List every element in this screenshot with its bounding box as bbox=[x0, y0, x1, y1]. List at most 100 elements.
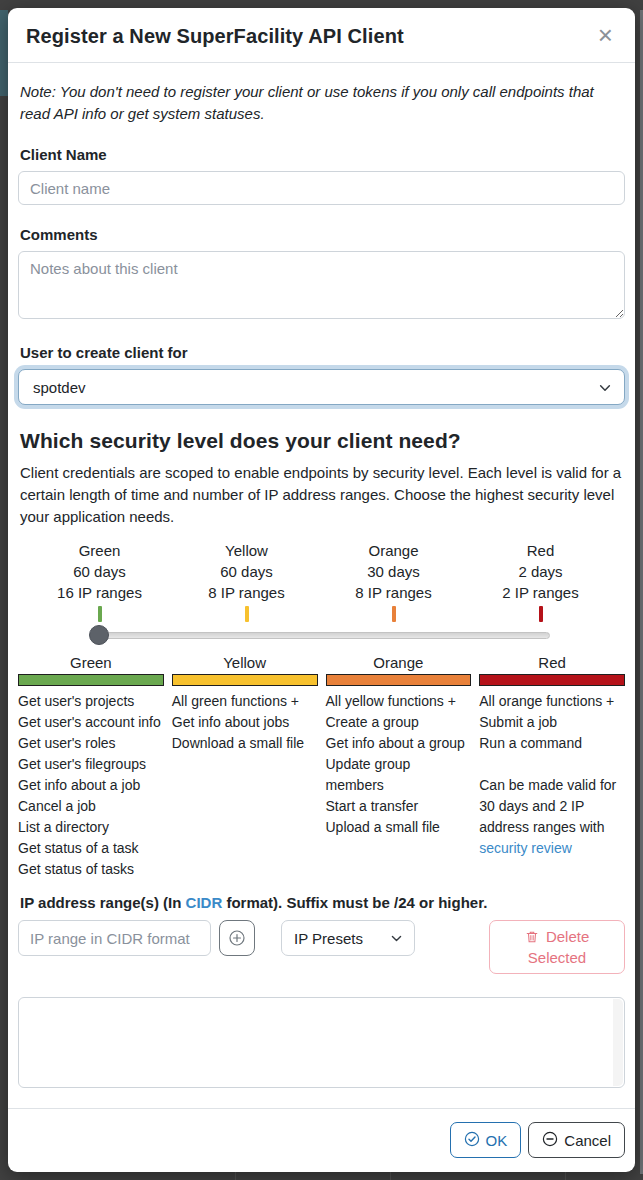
legend-level-ranges: 8 IP ranges bbox=[320, 582, 467, 603]
level-function: Get status of tasks bbox=[18, 859, 164, 880]
level-function: Get status of a task bbox=[18, 838, 164, 859]
slider-thumb[interactable] bbox=[89, 625, 109, 645]
user-select-value: spotdev bbox=[33, 379, 86, 396]
legend-level-days: 2 days bbox=[467, 561, 614, 582]
level-function: Cancel a job bbox=[18, 796, 164, 817]
ip-range-input[interactable] bbox=[18, 920, 211, 956]
level-function: Submit a job bbox=[479, 712, 625, 733]
ip-controls-row: IP Presets Delete Selected bbox=[18, 920, 625, 974]
ip-ranges-listbox[interactable] bbox=[18, 997, 625, 1088]
background-table-line bbox=[390, 1172, 391, 1180]
level-color-bar-red bbox=[479, 674, 625, 686]
security-level-slider[interactable] bbox=[18, 625, 625, 645]
modal-body: Note: You don't need to register your cl… bbox=[8, 63, 635, 1108]
ok-label: OK bbox=[486, 1132, 508, 1149]
level-color-bar-green bbox=[18, 674, 164, 686]
legend-tick-green bbox=[98, 606, 102, 622]
level-header: Orange bbox=[326, 652, 472, 673]
delete-selected-button[interactable]: Delete Selected bbox=[489, 920, 625, 974]
close-icon[interactable]: × bbox=[594, 25, 617, 45]
trash-icon bbox=[525, 928, 546, 945]
level-functions: All green functions +Get info about jobs… bbox=[172, 691, 318, 754]
plus-circle-icon bbox=[228, 929, 246, 947]
level-function: Get user's projects bbox=[18, 691, 164, 712]
background-table-line bbox=[235, 1172, 236, 1180]
level-function: All yellow functions + bbox=[326, 691, 472, 712]
legend-tick-red bbox=[539, 606, 543, 622]
level-color-bar-orange bbox=[326, 674, 472, 686]
chevron-down-icon bbox=[390, 932, 403, 945]
level-function: Upload a small file bbox=[326, 817, 472, 838]
level-function: List a directory bbox=[18, 817, 164, 838]
legend-col-green: Green 60 days 16 IP ranges bbox=[26, 540, 173, 622]
slider-track[interactable] bbox=[95, 632, 550, 639]
background-page-accent bbox=[0, 10, 8, 96]
security-level-legend: Green 60 days 16 IP ranges Yellow 60 day… bbox=[26, 540, 614, 622]
legend-col-red: Red 2 days 2 IP ranges bbox=[467, 540, 614, 622]
ok-button[interactable]: OK bbox=[450, 1122, 522, 1158]
cancel-label: Cancel bbox=[564, 1132, 611, 1149]
legend-level-name: Green bbox=[26, 540, 173, 561]
level-function: Get info about jobs bbox=[172, 712, 318, 733]
legend-level-ranges: 2 IP ranges bbox=[467, 582, 614, 603]
security-review-link[interactable]: security review bbox=[479, 840, 572, 856]
legend-col-orange: Orange 30 days 8 IP ranges bbox=[320, 540, 467, 622]
modal-header: Register a New SuperFacility API Client … bbox=[8, 8, 635, 63]
chevron-down-icon bbox=[598, 381, 612, 395]
legend-level-days: 60 days bbox=[26, 561, 173, 582]
register-client-modal: Register a New SuperFacility API Client … bbox=[8, 8, 635, 1172]
legend-tick-orange bbox=[392, 606, 396, 622]
legend-level-ranges: 16 IP ranges bbox=[26, 582, 173, 603]
legend-tick-yellow bbox=[245, 606, 249, 622]
level-col-red: Red All orange functions +Submit a jobRu… bbox=[479, 652, 625, 880]
ip-presets-value: IP Presets bbox=[294, 930, 363, 947]
level-function: Create a group bbox=[326, 712, 472, 733]
level-functions: Get user's projectsGet user's account in… bbox=[18, 691, 164, 880]
level-functions: All orange functions +Submit a jobRun a … bbox=[479, 691, 625, 859]
legend-level-days: 60 days bbox=[173, 561, 320, 582]
client-name-input[interactable] bbox=[18, 171, 625, 205]
level-header: Red bbox=[479, 652, 625, 673]
security-heading: Which security level does your client ne… bbox=[20, 429, 623, 453]
level-col-orange: Orange All yellow functions +Create a gr… bbox=[326, 652, 472, 880]
minus-circle-icon bbox=[542, 1131, 558, 1150]
modal-title: Register a New SuperFacility API Client bbox=[26, 25, 404, 48]
level-col-yellow: Yellow All green functions +Get info abo… bbox=[172, 652, 318, 880]
legend-level-ranges: 8 IP ranges bbox=[173, 582, 320, 603]
level-function: All orange functions + bbox=[479, 691, 625, 712]
level-extra-note: Can be made valid for 30 days and 2 IP a… bbox=[479, 775, 625, 859]
level-header: Green bbox=[18, 652, 164, 673]
legend-level-days: 30 days bbox=[320, 561, 467, 582]
level-function: Get user's filegroups bbox=[18, 754, 164, 775]
add-ip-button[interactable] bbox=[219, 920, 255, 956]
level-functions: All yellow functions +Create a groupGet … bbox=[326, 691, 472, 838]
listbox-scrollbar[interactable] bbox=[613, 999, 623, 1086]
client-name-label: Client Name bbox=[20, 146, 623, 163]
cidr-link[interactable]: CIDR bbox=[186, 894, 223, 911]
legend-level-name: Orange bbox=[320, 540, 467, 561]
ip-label-prefix: IP address range(s) (In bbox=[20, 894, 186, 911]
legend-col-yellow: Yellow 60 days 8 IP ranges bbox=[173, 540, 320, 622]
check-circle-icon bbox=[464, 1131, 480, 1150]
cancel-button[interactable]: Cancel bbox=[528, 1122, 625, 1158]
level-function: Update group members bbox=[326, 754, 472, 796]
level-function: Start a transfer bbox=[326, 796, 472, 817]
legend-level-name: Red bbox=[467, 540, 614, 561]
ip-range-label: IP address range(s) (In CIDR format). Su… bbox=[20, 894, 623, 911]
level-function: Get user's account info bbox=[18, 712, 164, 733]
level-color-bar-yellow bbox=[172, 674, 318, 686]
level-function: All green functions + bbox=[172, 691, 318, 712]
background-table-line bbox=[565, 1172, 566, 1180]
comments-textarea[interactable] bbox=[18, 251, 625, 319]
level-function: Download a small file bbox=[172, 733, 318, 754]
level-function: Get user's roles bbox=[18, 733, 164, 754]
security-description: Client credentials are scoped to enable … bbox=[20, 462, 623, 528]
ip-presets-select[interactable]: IP Presets bbox=[281, 920, 415, 956]
level-function: Get info about a job bbox=[18, 775, 164, 796]
security-levels-table: Green Get user's projectsGet user's acco… bbox=[18, 652, 625, 880]
comments-label: Comments bbox=[20, 226, 623, 243]
level-col-green: Green Get user's projectsGet user's acco… bbox=[18, 652, 164, 880]
user-select[interactable]: spotdev bbox=[18, 369, 625, 405]
level-header: Yellow bbox=[172, 652, 318, 673]
level-function: Run a command bbox=[479, 733, 625, 754]
